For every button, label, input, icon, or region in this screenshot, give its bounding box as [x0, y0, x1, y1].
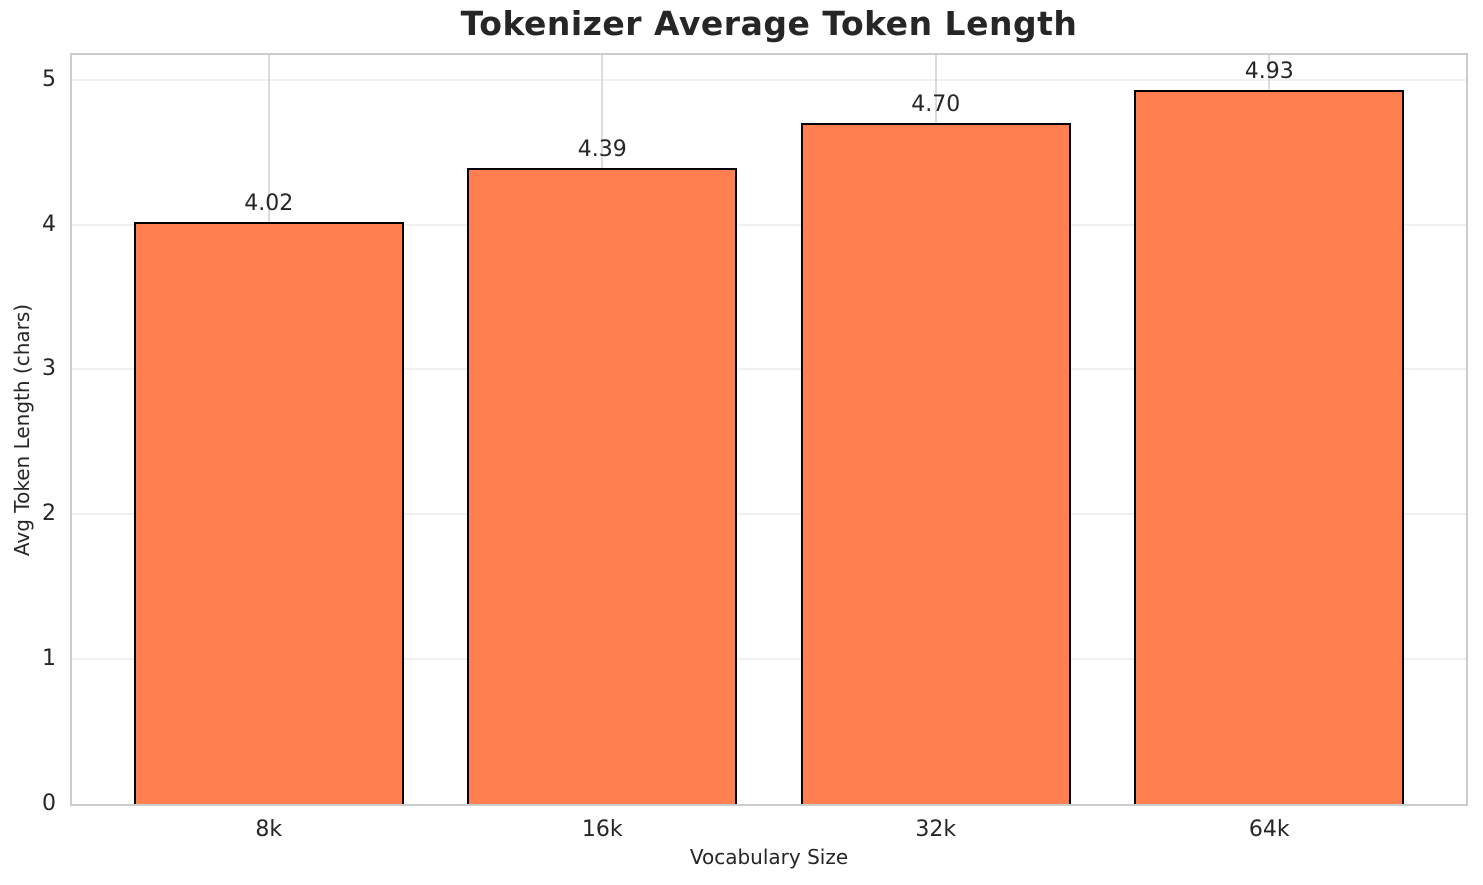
- plot-area: 4.02 4.39 4.70 4.93: [70, 53, 1468, 806]
- horizontal-gridline: [72, 78, 1466, 81]
- bar-32k: [800, 123, 1071, 804]
- bar-value-label: 4.02: [244, 190, 294, 216]
- horizontal-gridline: [72, 223, 1466, 226]
- x-tick-label-8k: 8k: [255, 817, 283, 842]
- y-tick-label: 5: [42, 66, 56, 92]
- y-tick-label: 1: [42, 646, 56, 672]
- x-tick-label-32k: 32k: [915, 817, 957, 842]
- horizontal-gridline: [72, 368, 1466, 371]
- x-tick-label-16k: 16k: [581, 817, 623, 842]
- x-axis-label: Vocabulary Size: [689, 845, 849, 869]
- bar-64k: [1134, 89, 1405, 804]
- y-tick-label: 3: [42, 356, 56, 382]
- bar-value-label: 4.93: [1244, 58, 1294, 84]
- horizontal-gridline: [72, 658, 1466, 661]
- x-tick-label-64k: 64k: [1248, 817, 1290, 842]
- horizontal-gridline: [72, 513, 1466, 516]
- chart-title: Tokenizer Average Token Length: [460, 4, 1078, 43]
- y-tick-label: 4: [42, 211, 56, 237]
- y-tick-label: 0: [42, 791, 56, 816]
- y-tick-label: 2: [42, 501, 56, 527]
- bar-value-label: 4.39: [577, 137, 627, 163]
- bar-8k: [133, 221, 404, 804]
- bar-value-label: 4.70: [911, 92, 961, 118]
- bar-16k: [467, 168, 738, 804]
